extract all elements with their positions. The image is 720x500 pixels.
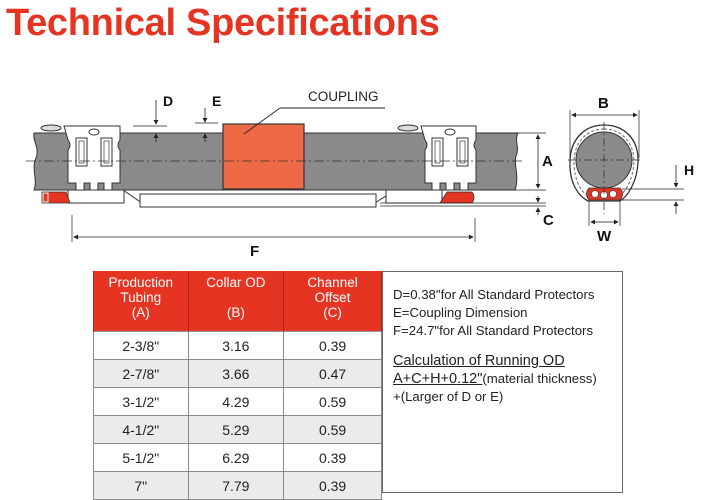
table-row: 4-1/2" 5.29 0.59 xyxy=(93,415,382,444)
header-collar-od: Collar OD (B) xyxy=(187,271,285,332)
label-d: D xyxy=(163,93,173,109)
table-row: 3-1/2" 4.29 0.59 xyxy=(93,387,382,416)
label-w: W xyxy=(597,228,612,245)
label-h: H xyxy=(684,162,694,178)
header-channel-offset: Channel Offset (C) xyxy=(283,271,382,332)
table-row: 7" 7.79 0.39 xyxy=(93,471,382,500)
calc-title: Calculation of Running OD xyxy=(393,353,565,369)
note-d: D=0.38"for All Standard Protectors xyxy=(393,287,595,302)
table-row: 2-7/8" 3.66 0.47 xyxy=(93,359,382,388)
cable-right xyxy=(439,191,475,204)
label-coupling: COUPLING xyxy=(308,89,379,104)
label-b: B xyxy=(598,95,609,112)
notes-panel: D=0.38"for All Standard Protectors E=Cou… xyxy=(382,271,623,493)
protector-diagram: D E COUPLING A C F xyxy=(26,89,694,260)
calc-line2: +(Larger of D or E) xyxy=(393,389,504,404)
cable-left xyxy=(41,191,71,204)
calc-formula-suffix: (material thickness) xyxy=(482,371,597,386)
label-a: A xyxy=(542,153,553,170)
calc-formula-line: A+C+H+0.12"(material thickness) xyxy=(393,370,622,388)
cross-section-view: B H W xyxy=(568,95,694,245)
label-c: C xyxy=(543,212,554,229)
clamp-left xyxy=(40,124,121,191)
label-f: F xyxy=(250,243,259,260)
spec-section: Production Tubing (A) Collar OD (B) Chan… xyxy=(93,271,633,500)
page-title: Technical Specifications xyxy=(6,2,440,44)
coupling xyxy=(222,123,305,190)
table-row: 2-3/8" 3.16 0.39 xyxy=(93,331,382,360)
note-e: E=Coupling Dimension xyxy=(393,305,528,320)
note-f: F=24.7"for All Standard Protectors xyxy=(393,323,594,338)
table-row: 5-1/2" 6.29 0.39 xyxy=(93,443,382,472)
label-e: E xyxy=(212,93,221,109)
side-view: D E COUPLING A C F xyxy=(26,89,554,260)
spec-table: Production Tubing (A) Collar OD (B) Chan… xyxy=(93,271,382,500)
calc-formula: A+C+H+0.12" xyxy=(393,371,483,387)
clamp-right xyxy=(397,124,477,191)
header-production-tubing: Production Tubing (A) xyxy=(93,271,189,332)
